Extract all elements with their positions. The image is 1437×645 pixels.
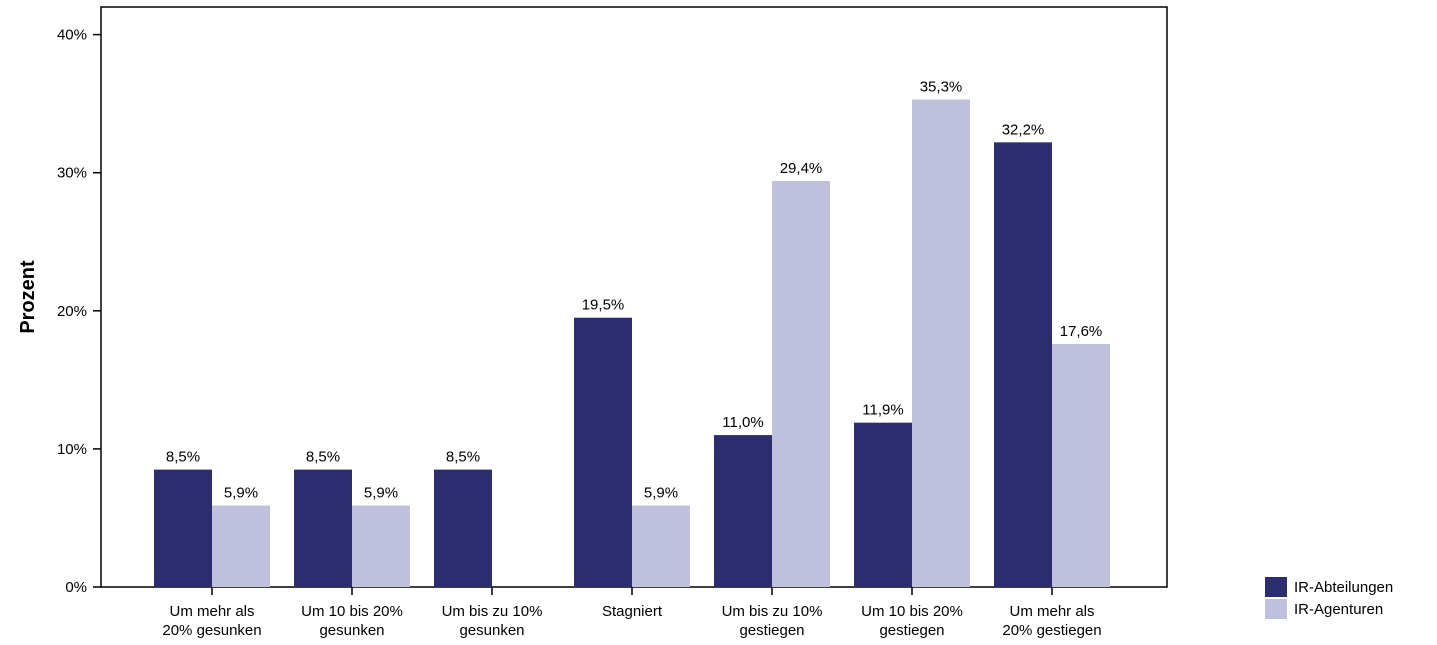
bar-ir-abteilungen [714,435,772,587]
y-tick-label: 30% [57,165,87,182]
bar-ir-agenturen [1052,343,1110,587]
bar-ir-abteilungen [854,422,912,587]
data-label: 5,9% [644,485,678,502]
x-tick-label: Stagniert [602,603,663,620]
y-tick-label: 10% [57,441,87,458]
bar-ir-abteilungen [154,469,212,587]
x-tick-label: Um 10 bis 20% [301,603,403,620]
data-label: 19,5% [582,297,625,314]
bar-ir-agenturen [352,505,410,587]
legend-entry: IR-Agenturen [1294,601,1383,618]
data-label: 11,0% [722,414,763,431]
x-tick-label: Um mehr als [1009,603,1094,620]
bar-ir-agenturen [772,181,830,587]
x-tick-label: Um bis zu 10% [722,603,823,620]
data-labels: 8,5% 5,9% 8,5% 5,9% 8,5% 19,5% 5,9% 11,0% 29,4% 1… [166,79,1102,502]
x-tick-label: gestiegen [739,622,804,639]
bar-ir-agenturen [212,505,270,587]
bar-ir-abteilungen [994,142,1052,588]
x-tick-label: Um bis zu 10% [442,603,543,620]
x-tick-label: gesunken [319,622,384,639]
data-label: 29,4% [780,160,823,177]
x-tick-label: Um 10 bis 20% [861,603,963,620]
bar-ir-agenturen [632,505,690,587]
legend: IR-Abteilungen IR-Agenturen [1265,577,1393,619]
legend-entry: IR-Abteilungen [1294,579,1393,596]
x-tick-label: 20% gestiegen [1002,622,1101,639]
y-tick-label: 0% [65,579,87,596]
y-tick-label: 20% [57,303,87,320]
data-label: 35,3% [920,79,963,96]
data-label: 5,9% [224,485,258,502]
x-axis: Um mehr als 20% gesunken Um 10 bis 20% gesu… [162,587,1102,639]
x-tick-label: gesunken [459,622,524,639]
data-label: 8,5% [166,449,200,466]
data-label: 32,2% [1002,121,1045,138]
bar-ir-abteilungen [294,469,352,587]
bars [154,99,1110,588]
data-label: 8,5% [306,449,340,466]
x-tick-label: 20% gesunken [162,622,261,639]
bar-ir-agenturen [912,99,970,588]
data-label: 17,6% [1060,323,1103,340]
x-tick-label: Um mehr als [169,603,254,620]
data-label: 8,5% [446,449,480,466]
y-axis-title: Prozent [17,260,39,334]
y-tick-label: 40% [57,27,87,44]
data-label: 5,9% [364,485,398,502]
x-tick-label: gestiegen [879,622,944,639]
bar-ir-abteilungen [574,317,632,587]
y-axis: 0% 10% 20% 30% 40% [57,27,101,596]
legend-swatch [1265,577,1287,597]
legend-swatch [1265,599,1287,619]
bar-ir-abteilungen [434,469,492,587]
data-label: 11,9% [862,402,903,419]
